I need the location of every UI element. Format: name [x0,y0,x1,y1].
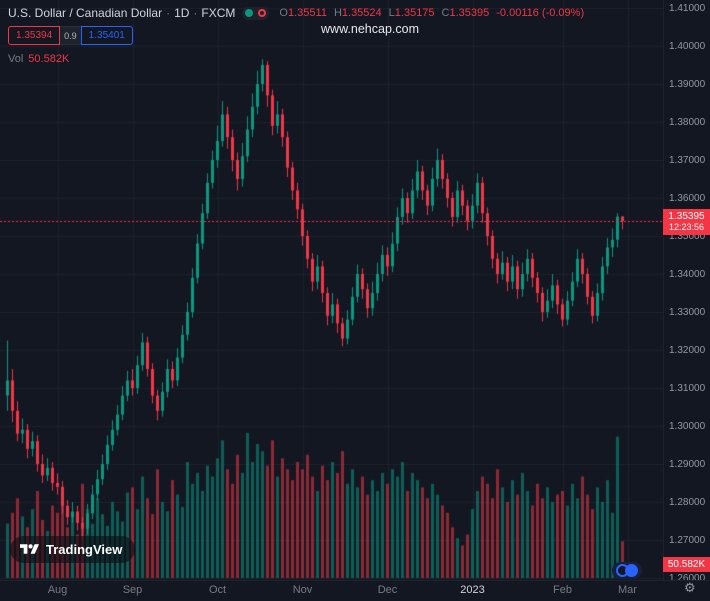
tradingview-logo-icon [20,542,39,557]
exchange-label[interactable]: FXCM [201,6,236,20]
time-tick-label: Mar [618,584,637,596]
price-tick-label: 1.31000 [669,383,706,394]
price-tick-label: 1.29000 [669,459,706,470]
price-tick-label: 1.34000 [669,269,706,280]
price-tick-label: 1.36000 [669,193,706,204]
price-tick-label: 1.38000 [669,117,706,128]
price-tick-label: 1.30000 [669,421,706,432]
open-value: O 1.35511 [279,7,327,19]
last-price-badge: 1.35395 12:23:56 [663,208,710,235]
floating-buttons[interactable] [612,562,642,579]
symbol-row: U.S. Dollar / Canadian Dollar · 1D · FXC… [8,6,584,20]
circle-button-icon [625,564,638,577]
watermark-text: www.nehcap.com [321,22,419,36]
time-tick-label: Sep [122,584,143,596]
price-tick-label: 1.40000 [669,41,706,52]
time-tick-label: Aug [47,584,68,596]
title-separator: · [193,6,198,20]
legend: U.S. Dollar / Canadian Dollar · 1D · FXC… [8,6,584,65]
time-tick-label: Feb [553,584,572,596]
tradingview-logo[interactable]: TradingView [10,536,136,563]
time-tick-label: Nov [292,584,313,596]
volume-label: Vol [8,53,24,65]
title-separator: · [166,6,171,20]
last-price-value: 1.35395 [668,210,705,222]
tradingview-logo-text: TradingView [46,542,123,557]
price-tick-label: 1.28000 [669,497,706,508]
buy-button[interactable]: 1.35401 [80,26,133,45]
symbol-title[interactable]: U.S. Dollar / Canadian Dollar [8,6,163,20]
close-value: C 1.35395 [441,7,490,19]
price-tick-label: 1.27000 [669,535,706,546]
price-tick-label: 1.41000 [669,3,706,14]
low-value: L 1.35175 [388,7,435,19]
settings-gear-icon[interactable]: ⚙ [684,580,696,595]
change-value: -0.00116 (-0.09%) [496,7,585,19]
spread-value: 0.9 [60,26,81,45]
price-tick-label: 1.33000 [669,307,706,318]
trade-widget: 1.35394 0.9 1.35401 [8,26,584,45]
price-tick-label: 1.37000 [669,155,706,166]
red-dot-icon [258,9,267,17]
price-tick-label: 1.26000 [669,573,706,584]
volume-value: 50.582K [28,53,70,65]
green-dot-icon [245,9,254,17]
high-value: H 1.35524 [333,7,382,19]
price-tick-label: 1.32000 [669,345,706,356]
time-scale[interactable]: Aug Sep Oct Nov Dec 2023 Feb Mar [0,580,710,601]
price-scale[interactable]: 1.41000 1.40000 1.39000 1.38000 1.37000 1.360… [663,0,710,584]
buy-sell-toggle[interactable] [242,6,270,20]
interval-label[interactable]: 1D [174,6,190,20]
price-tick-label: 1.35000 [669,231,706,242]
time-tick-label: Oct [208,584,227,596]
volume-row: Vol 50.582K [8,53,584,65]
time-tick-label: 2023 [460,584,485,596]
volume-badge: 50.582K [663,557,710,572]
sell-button[interactable]: 1.35394 [8,26,61,45]
time-tick-label: Dec [377,584,398,596]
bar-countdown: 12:23:56 [668,221,705,232]
price-tick-label: 1.39000 [669,79,706,90]
